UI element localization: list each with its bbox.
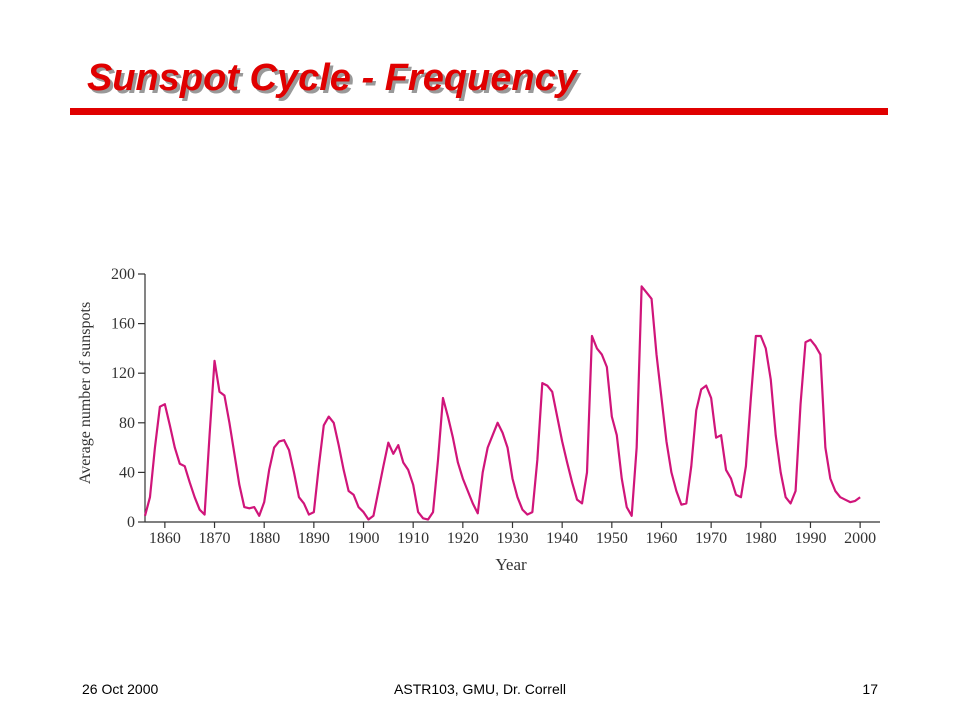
y-axis-label: Average number of sunspots — [77, 302, 94, 484]
x-tick-label: 1940 — [546, 530, 578, 547]
x-tick-label: 1950 — [596, 530, 628, 547]
x-tick-label: 1880 — [248, 530, 280, 547]
x-tick-label: 1990 — [794, 530, 826, 547]
x-tick-label: 1860 — [149, 530, 181, 547]
footer-date: 26 Oct 2000 — [82, 681, 158, 697]
slide-title: Sunspot Cycle - Frequency — [87, 57, 579, 99]
x-tick-label: 1870 — [199, 530, 231, 547]
sunspot-line — [143, 285, 861, 521]
y-tick-label: 200 — [111, 266, 135, 283]
title-rule — [70, 108, 888, 115]
y-tick-label: 40 — [119, 464, 135, 481]
footer-page: 17 — [862, 681, 878, 697]
x-tick-label: 2000 — [844, 530, 876, 547]
x-tick-label: 1930 — [497, 530, 529, 547]
x-tick-label: 1890 — [298, 530, 330, 547]
y-tick-label: 160 — [111, 316, 135, 333]
x-tick-label: 1920 — [447, 530, 479, 547]
y-tick-label: 120 — [111, 365, 135, 382]
y-tick-label: 80 — [119, 415, 135, 432]
y-tick-label: 0 — [127, 514, 135, 531]
title-shadow: Sunspot Cycle - Frequency — [90, 60, 582, 102]
x-tick-label: 1970 — [695, 530, 727, 547]
footer-course: ASTR103, GMU, Dr. Correll — [394, 681, 566, 697]
x-tick-label: 1980 — [745, 530, 777, 547]
x-tick-label: 1960 — [645, 530, 677, 547]
x-tick-label: 1910 — [397, 530, 429, 547]
x-axis-label: Year — [495, 555, 527, 574]
x-tick-label: 1900 — [348, 530, 380, 547]
